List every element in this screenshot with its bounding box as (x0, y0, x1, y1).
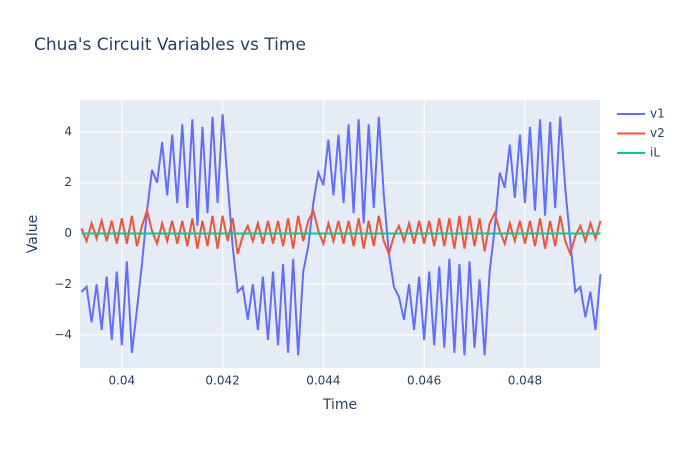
y-tick-label: 0 (64, 226, 72, 240)
series-line (80, 207, 602, 257)
x-tick-label: 0.046 (407, 374, 441, 388)
legend-label[interactable]: v2 (650, 126, 665, 140)
x-tick-label: 0.044 (306, 374, 340, 388)
legend-label[interactable]: iL (650, 146, 660, 160)
chart-title: Chua's Circuit Variables vs Time (34, 35, 306, 55)
legend-label[interactable]: v1 (650, 107, 665, 121)
x-tick-label: 0.04 (108, 374, 135, 388)
x-tick-label: 0.048 (508, 374, 542, 388)
y-tick-label: 2 (64, 175, 72, 189)
y-tick-label: −4 (54, 328, 72, 342)
x-tick-label: 0.042 (205, 374, 239, 388)
y-axis-title: Value (25, 215, 41, 253)
y-tick-label: 4 (64, 124, 72, 138)
series-line (80, 114, 602, 356)
x-axis-title: Time (322, 397, 357, 413)
y-tick-label: −2 (54, 277, 72, 291)
